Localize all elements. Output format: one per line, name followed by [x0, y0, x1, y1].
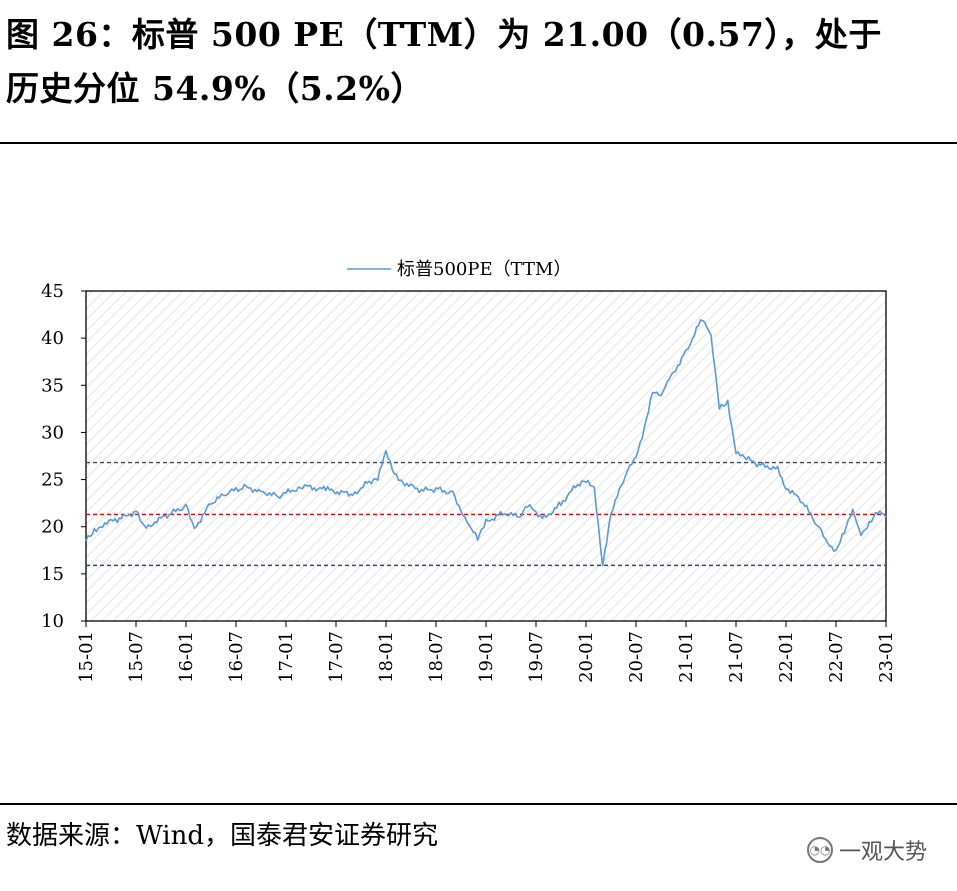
pe-line-chart: 10 15 20 25 30 35 40 45 15-01 15-07 16-01 16-07 17-0… [41, 259, 897, 683]
source-note: 数据来源：Wind，国泰君安证券研究 [6, 821, 438, 851]
plot-background [86, 291, 886, 621]
x-tick-label: 16-07 [226, 631, 247, 683]
x-tick-label: 16-01 [176, 631, 197, 683]
legend-label: 标普500PE（TTM） [397, 259, 571, 280]
watermark: ◔◔ 一观大势 [806, 834, 927, 866]
bottom-rule [0, 803, 957, 805]
y-tick-label: 15 [41, 564, 64, 585]
x-tick-label: 15-01 [76, 631, 97, 683]
x-tick-label: 22-01 [776, 631, 797, 683]
top-rule [0, 142, 957, 144]
x-tick-label: 21-01 [676, 631, 697, 683]
figure-title-line-1: 图 26：标普 500 PE（TTM）为 21.00（0.57），处于 [6, 15, 882, 54]
y-tick-label: 10 [41, 611, 64, 632]
y-tick-label: 20 [41, 517, 64, 538]
x-tick-label: 17-07 [326, 631, 347, 683]
y-tick-label: 40 [41, 328, 64, 349]
y-tick-label: 30 [41, 422, 64, 443]
figure-title: 图 26：标普 500 PE（TTM）为 21.00（0.57），处于 历史分位… [6, 8, 951, 116]
x-tick-label: 20-07 [626, 631, 647, 683]
figure-title-line-2: 历史分位 54.9%（5.2%） [6, 69, 424, 108]
x-tick-label: 23-01 [876, 631, 897, 683]
x-tick-label: 21-07 [726, 631, 747, 683]
x-tick-label: 19-07 [526, 631, 547, 683]
watermark-text: 一观大势 [838, 840, 927, 865]
x-tick-label: 15-07 [126, 631, 147, 683]
x-tick-label: 19-01 [476, 631, 497, 683]
x-tick-label: 20-01 [576, 631, 597, 683]
x-tick-label: 17-01 [276, 631, 297, 683]
x-tick-label: 18-07 [426, 631, 447, 683]
wechat-icon: ◔◔ [806, 837, 833, 863]
y-tick-label: 25 [41, 470, 64, 491]
x-tick-label: 18-01 [376, 631, 397, 683]
pe-series-line [85, 319, 887, 567]
y-tick-label: 45 [41, 281, 64, 302]
x-tick-label: 22-07 [826, 631, 847, 683]
y-tick-label: 35 [41, 375, 64, 396]
